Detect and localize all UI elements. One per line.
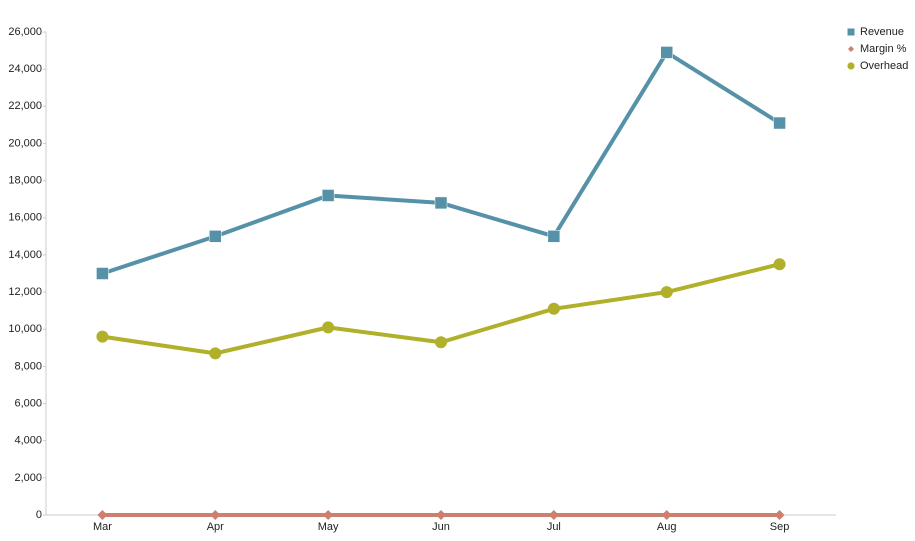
point-marker [773, 258, 786, 271]
x-tick-label: Aug [657, 521, 677, 533]
point-marker [97, 510, 108, 520]
y-tick-label: 2,000 [14, 472, 42, 484]
y-tick-label: 20,000 [8, 137, 42, 149]
point-marker [436, 510, 446, 520]
y-tick-label: 14,000 [8, 249, 42, 261]
x-tick-label: Jul [547, 521, 561, 533]
x-tick-label: May [318, 521, 339, 533]
y-tick-label: 8,000 [14, 360, 42, 372]
legend-label: Revenue [860, 26, 904, 38]
y-tick-label: 4,000 [14, 435, 42, 447]
point-marker [660, 286, 673, 299]
point-marker [774, 510, 785, 520]
y-tick-label: 0 [36, 509, 42, 521]
point-marker [209, 230, 222, 243]
point-marker [435, 336, 447, 349]
y-tick-label: 22,000 [8, 100, 42, 112]
y-tick-label: 16,000 [8, 212, 42, 224]
point-marker [547, 230, 561, 243]
point-marker [773, 116, 786, 130]
point-marker [660, 46, 673, 59]
x-tick-label: Apr [207, 521, 224, 533]
point-marker [323, 510, 334, 520]
y-tick-label: 6,000 [14, 397, 42, 409]
point-marker [434, 196, 448, 210]
y-tick-label: 12,000 [8, 286, 42, 298]
y-tick-label: 10,000 [8, 323, 42, 335]
point-marker [547, 302, 560, 315]
point-marker [96, 267, 109, 280]
legend-marker [848, 46, 854, 52]
point-marker [210, 510, 221, 520]
point-marker [322, 321, 335, 334]
x-tick-label: Sep [770, 521, 790, 533]
y-tick-label: 24,000 [8, 63, 42, 75]
point-marker [209, 347, 222, 360]
x-tick-label: Mar [93, 521, 112, 533]
point-marker [96, 330, 109, 343]
legend-marker [847, 28, 855, 36]
series-line [101, 50, 781, 276]
point-marker [661, 510, 672, 520]
point-marker [548, 510, 559, 520]
x-tick-label: Jun [432, 521, 450, 533]
legend-marker [847, 62, 855, 70]
legend-label: Margin % [860, 43, 907, 55]
legend-label: Overhead [860, 60, 908, 72]
y-tick-label: 18,000 [8, 175, 42, 187]
y-tick-label: 26,000 [8, 26, 42, 38]
point-marker [321, 189, 335, 202]
